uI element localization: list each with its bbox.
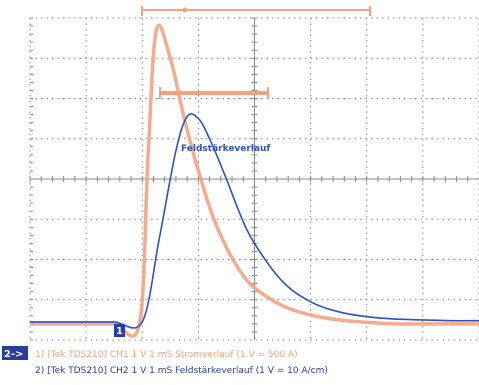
series-line-stromverlauf [29, 23, 479, 338]
grid [29, 17, 479, 341]
info-line-ch1: 1) [Tek TDS210] CH1 1 V 1 mS Stromverlau… [35, 350, 298, 360]
ch1-marker-box [114, 324, 125, 337]
ch2-marker-text: 2-> [4, 349, 24, 360]
trigger-bracket-dot [182, 7, 188, 13]
trigger-time-bracket [141, 6, 371, 16]
ch1-ground-marker: 1 [114, 324, 125, 337]
ch2-marker-box [2, 346, 28, 360]
ch1-marker-text: 1 [116, 326, 123, 337]
info-line-ch2: 2) [Tek TDS210] CH2 1 V 1 mS Feldstärkev… [35, 366, 328, 376]
blue-trace-label: Feldstärkeverlauf [181, 144, 270, 154]
series-line-feldstaerkeverlauf [30, 113, 479, 329]
series-group [29, 23, 479, 338]
ch2-ground-marker: 2-> [2, 346, 28, 360]
